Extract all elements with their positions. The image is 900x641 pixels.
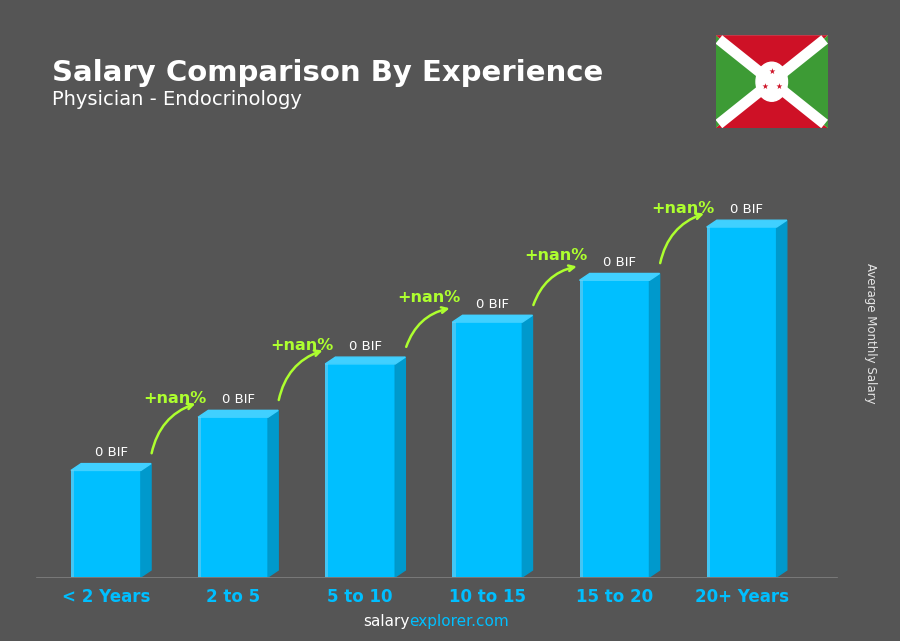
Bar [580, 280, 582, 577]
Text: 0 BIF: 0 BIF [603, 256, 636, 269]
Text: Average Monthly Salary: Average Monthly Salary [865, 263, 878, 404]
Polygon shape [453, 315, 533, 322]
Polygon shape [198, 410, 278, 417]
Polygon shape [706, 221, 787, 227]
Text: +nan%: +nan% [525, 248, 588, 263]
Text: ★: ★ [761, 82, 768, 91]
Text: +nan%: +nan% [143, 391, 206, 406]
Polygon shape [268, 410, 278, 577]
Text: 0 BIF: 0 BIF [221, 393, 255, 406]
Text: +nan%: +nan% [270, 338, 333, 353]
Bar [325, 364, 328, 577]
Bar [580, 280, 650, 577]
Bar [71, 470, 74, 577]
Text: +nan%: +nan% [652, 201, 715, 215]
Polygon shape [650, 274, 660, 577]
Text: 0 BIF: 0 BIF [476, 297, 508, 311]
Bar [706, 227, 710, 577]
Text: salary: salary [363, 615, 410, 629]
Polygon shape [71, 463, 151, 470]
Text: 0 BIF: 0 BIF [94, 446, 128, 459]
Text: Salary Comparison By Experience: Salary Comparison By Experience [52, 58, 603, 87]
Polygon shape [141, 463, 151, 577]
Text: +nan%: +nan% [397, 290, 461, 305]
Polygon shape [325, 357, 405, 364]
Bar [71, 470, 141, 577]
Polygon shape [716, 35, 828, 81]
Polygon shape [580, 274, 660, 280]
Text: Physician - Endocrinology: Physician - Endocrinology [52, 90, 302, 109]
Polygon shape [772, 35, 828, 128]
Bar [325, 364, 395, 577]
Bar [453, 322, 522, 577]
Bar [198, 417, 268, 577]
Text: ★: ★ [769, 67, 775, 76]
Polygon shape [777, 221, 787, 577]
Text: ★: ★ [776, 82, 782, 91]
Text: 0 BIF: 0 BIF [349, 340, 382, 353]
Circle shape [756, 62, 788, 101]
Polygon shape [716, 35, 828, 128]
Bar [706, 227, 777, 577]
Polygon shape [716, 81, 828, 128]
Polygon shape [395, 357, 405, 577]
Polygon shape [716, 35, 828, 128]
Bar [453, 322, 455, 577]
Polygon shape [716, 35, 772, 128]
Text: explorer.com: explorer.com [410, 615, 509, 629]
Text: 0 BIF: 0 BIF [730, 203, 763, 215]
Polygon shape [522, 315, 533, 577]
Bar [198, 417, 202, 577]
